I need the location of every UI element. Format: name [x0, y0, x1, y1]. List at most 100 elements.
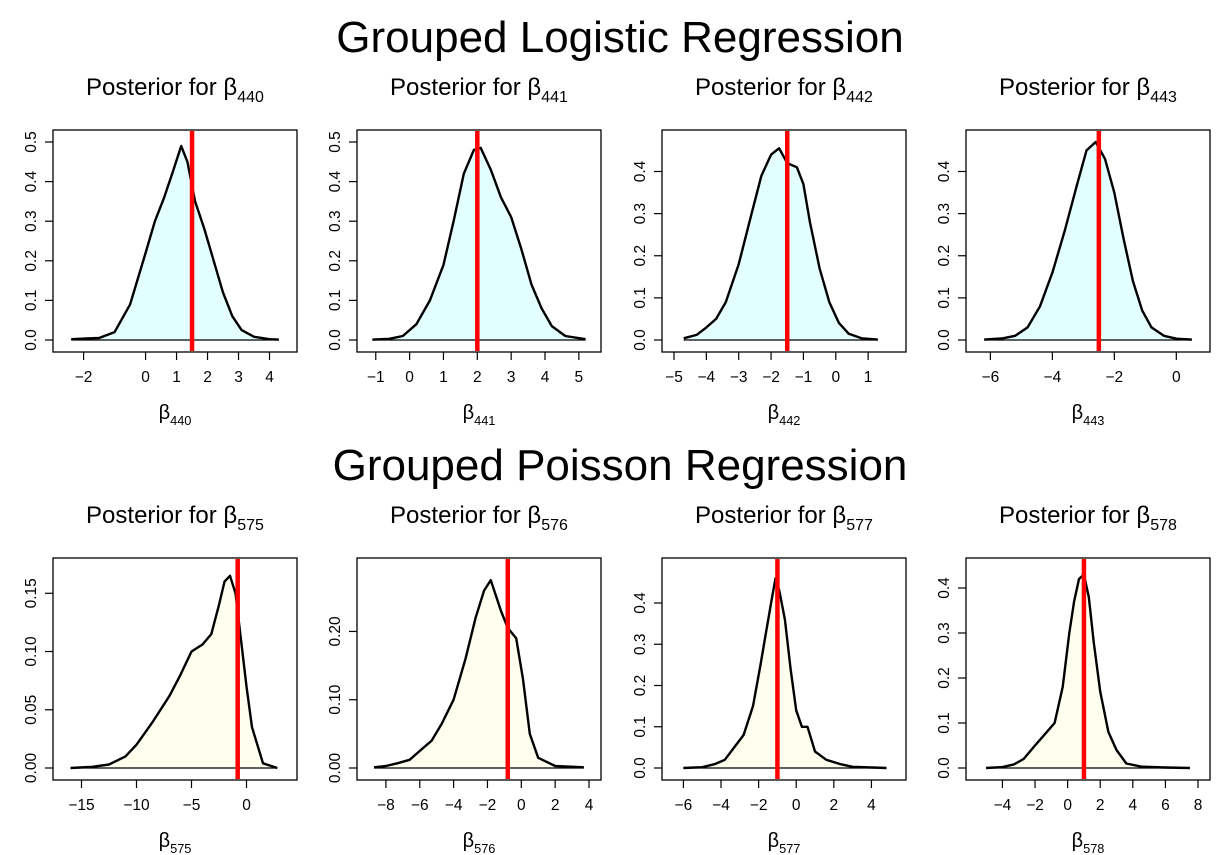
y-tick-label: 0.3	[632, 634, 649, 656]
density-curve	[373, 579, 584, 769]
y-tick-label: 0.4	[632, 160, 649, 182]
y-tick-label: 0.0	[936, 329, 953, 351]
x-tick-label: −2	[750, 797, 768, 814]
y-tick-label: 0.1	[632, 716, 649, 738]
x-tick-label: 0	[405, 369, 414, 386]
x-tick-label: −10	[123, 797, 150, 814]
x-tick-label: 4	[265, 369, 274, 386]
y-tick-label: 0.00	[327, 753, 344, 784]
x-tick-label: 1	[439, 369, 448, 386]
y-tick-label: 0.2	[632, 245, 649, 267]
x-axis-label: β575	[159, 830, 192, 855]
x-tick-label: 0	[831, 369, 840, 386]
y-tick-label: 0.2	[23, 250, 40, 272]
x-tick-label: 1	[172, 369, 181, 386]
y-tick-label: 0.2	[936, 245, 953, 267]
x-axis-label: β441	[463, 402, 496, 428]
x-tick-label: −6	[411, 797, 429, 814]
y-tick-label: 0.0	[327, 329, 344, 351]
plot-frame	[356, 557, 602, 781]
y-tick-label: 0.2	[632, 675, 649, 697]
y-tick-label: 0.4	[632, 592, 649, 614]
x-axis-label: β440	[159, 402, 192, 428]
x-tick-label: −1	[367, 369, 385, 386]
x-tick-label: −2	[1105, 369, 1123, 386]
x-tick-label: −3	[730, 369, 748, 386]
section-title-logistic: Grouped Logistic Regression	[336, 13, 903, 62]
x-axis-label: β576	[463, 830, 496, 855]
y-tick-label: 0.3	[936, 203, 953, 225]
density-curve	[372, 146, 586, 341]
x-tick-label: 0	[242, 797, 251, 814]
y-tick-label: 0.15	[23, 578, 40, 608]
plot-frame	[661, 557, 907, 781]
x-tick-label: −15	[68, 797, 94, 814]
y-tick-label: 0.0	[23, 329, 40, 351]
plot-frame	[965, 129, 1211, 353]
x-tick-label: −4	[698, 369, 716, 386]
x-tick-label: 2	[473, 369, 482, 386]
plot-frame	[52, 557, 298, 781]
x-axis-label: β578	[1072, 830, 1105, 855]
y-tick-label: 0.0	[632, 757, 649, 779]
y-tick-label: 0.10	[327, 684, 344, 715]
x-tick-label: 4	[541, 369, 550, 386]
y-tick-label: 0.2	[936, 667, 953, 689]
x-tick-label: 5	[575, 369, 584, 386]
density-curve	[71, 144, 279, 341]
x-tick-label: 3	[234, 369, 243, 386]
x-tick-label: −8	[377, 797, 395, 814]
x-tick-label: −2	[762, 369, 780, 386]
x-tick-label: 3	[507, 369, 516, 386]
density-fill	[70, 575, 278, 768]
x-tick-label: 0	[1172, 369, 1181, 386]
x-axis-label: β443	[1072, 402, 1105, 428]
density-fill	[984, 142, 1192, 340]
panel-title: Posterior for β441	[390, 74, 568, 106]
x-tick-label: −2	[75, 369, 93, 386]
panel-576: Posterior for β576 −8 −6 −4 −2 0 2 4 0.00 0.10 0.2…	[327, 502, 602, 855]
x-tick-label: −2	[1026, 797, 1044, 814]
density-curve	[984, 140, 1192, 341]
x-tick-label: 4	[867, 797, 876, 814]
x-tick-label: 2	[551, 797, 560, 814]
panel-title: Posterior for β443	[999, 74, 1177, 106]
y-tick-label: 0.1	[936, 712, 953, 734]
density-fill	[683, 148, 878, 340]
y-tick-label: 0.3	[23, 210, 40, 232]
x-axis-label: β577	[768, 830, 801, 855]
y-tick-label: 0.3	[936, 622, 953, 644]
panel-title: Posterior for β442	[695, 74, 873, 106]
x-tick-label: −1	[795, 369, 813, 386]
x-tick-label: 1	[864, 369, 873, 386]
y-tick-label: 0.05	[23, 695, 40, 725]
x-tick-label: −4	[445, 797, 463, 814]
x-tick-label: −2	[479, 797, 497, 814]
y-tick-label: 0.4	[327, 170, 344, 192]
x-tick-label: 6	[1161, 797, 1170, 814]
x-tick-label: 2	[203, 369, 212, 386]
y-tick-label: 0.20	[327, 616, 344, 647]
density-curve	[683, 147, 878, 341]
x-tick-label: 8	[1194, 797, 1203, 814]
y-tick-label: 0.5	[327, 131, 344, 153]
x-tick-label: 0	[1063, 797, 1072, 814]
y-tick-label: 0.4	[936, 577, 953, 599]
x-tick-label: −4	[712, 797, 730, 814]
panel-577: Posterior for β577 −6 −4 −2 0 2 4 0.0 0.1 0.2 0.3 0…	[632, 502, 907, 855]
y-tick-label: 0.2	[327, 250, 344, 272]
x-tick-label: −5	[665, 369, 683, 386]
density-curve	[986, 573, 1190, 770]
y-tick-label: 0.4	[936, 160, 953, 182]
panel-title: Posterior for β575	[86, 502, 264, 534]
density-fill	[683, 578, 887, 768]
panel-title: Posterior for β577	[695, 502, 873, 534]
y-tick-label: 0.10	[23, 636, 40, 667]
x-tick-label: 0	[141, 369, 150, 386]
x-tick-label: 0	[792, 797, 801, 814]
x-tick-label: 2	[830, 797, 839, 814]
plot-frame	[356, 129, 602, 353]
x-tick-label: 4	[1129, 797, 1138, 814]
plot-frame	[661, 129, 907, 353]
